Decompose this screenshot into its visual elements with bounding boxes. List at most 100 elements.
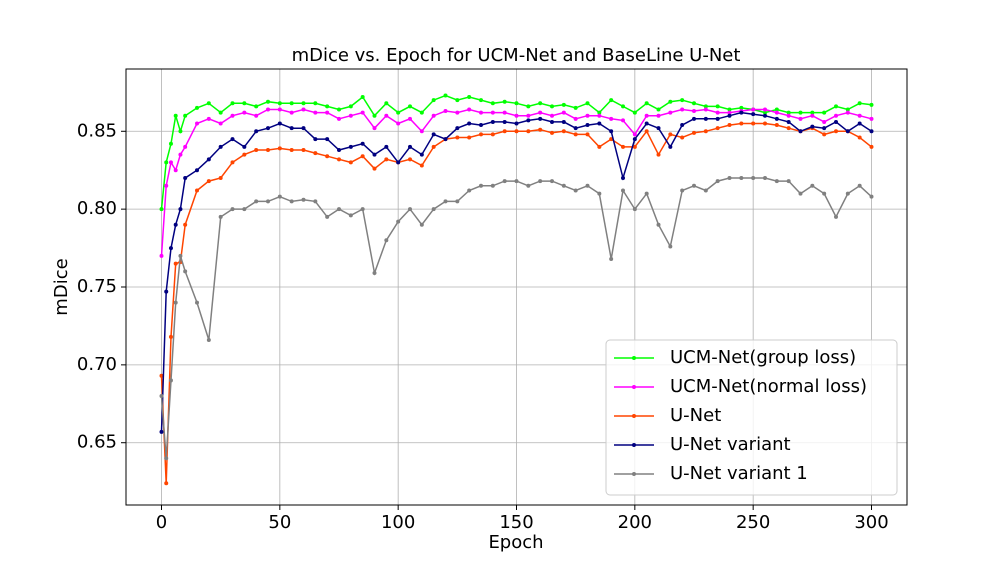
data-point bbox=[739, 105, 744, 110]
data-point bbox=[763, 110, 767, 115]
data-point bbox=[490, 132, 495, 137]
data-point bbox=[173, 168, 178, 173]
data-point bbox=[490, 101, 495, 106]
data-point bbox=[727, 107, 732, 112]
data-point bbox=[573, 105, 578, 110]
data-point bbox=[869, 194, 874, 199]
data-point bbox=[621, 188, 625, 193]
data-point bbox=[301, 197, 306, 202]
data-point bbox=[168, 334, 173, 339]
y-tick-label: 0.70 bbox=[77, 354, 117, 375]
data-point bbox=[668, 132, 673, 137]
data-point bbox=[644, 191, 649, 196]
data-point bbox=[455, 126, 460, 131]
data-point bbox=[325, 104, 330, 109]
data-point bbox=[585, 132, 590, 137]
data-point bbox=[337, 107, 341, 112]
data-point bbox=[467, 135, 472, 140]
x-tick-label: 250 bbox=[736, 512, 770, 533]
data-point bbox=[431, 132, 436, 137]
data-point bbox=[810, 124, 815, 129]
data-point bbox=[230, 160, 235, 165]
data-point bbox=[632, 144, 637, 149]
data-point bbox=[644, 129, 649, 134]
data-point bbox=[573, 126, 578, 131]
data-point bbox=[680, 98, 685, 103]
legend-label: U-Net bbox=[670, 405, 721, 426]
data-point bbox=[242, 144, 247, 149]
data-point bbox=[715, 116, 720, 121]
data-point bbox=[703, 104, 708, 109]
data-point bbox=[632, 137, 637, 142]
data-point bbox=[526, 118, 531, 123]
data-point bbox=[526, 104, 531, 109]
data-point bbox=[550, 104, 554, 109]
data-point bbox=[680, 135, 685, 140]
series-line bbox=[160, 94, 872, 210]
data-point bbox=[419, 222, 424, 227]
data-point bbox=[372, 126, 377, 131]
data-point bbox=[384, 144, 389, 149]
data-point bbox=[230, 137, 235, 142]
data-point bbox=[644, 121, 649, 126]
data-point bbox=[668, 110, 673, 115]
data-point bbox=[419, 129, 424, 134]
chart-title: mDice vs. Epoch for UCM-Net and BaseLine… bbox=[292, 45, 741, 66]
data-point bbox=[289, 110, 294, 115]
y-tick-label: 0.80 bbox=[77, 198, 117, 219]
data-point bbox=[680, 107, 685, 112]
data-point bbox=[810, 110, 815, 115]
data-point bbox=[834, 119, 838, 124]
data-point bbox=[164, 456, 169, 461]
data-point bbox=[396, 219, 401, 224]
data-point bbox=[183, 269, 188, 274]
data-point bbox=[810, 183, 815, 188]
data-point bbox=[242, 152, 247, 157]
data-point bbox=[325, 110, 330, 115]
data-point bbox=[289, 101, 294, 106]
data-point bbox=[692, 130, 696, 135]
data-point bbox=[561, 110, 566, 115]
data-point bbox=[218, 176, 223, 180]
data-point bbox=[443, 137, 448, 142]
data-point bbox=[164, 160, 169, 165]
data-point bbox=[609, 116, 614, 121]
data-point bbox=[680, 123, 685, 128]
data-point bbox=[703, 107, 708, 112]
data-point bbox=[668, 244, 673, 249]
data-point bbox=[869, 129, 874, 134]
data-point bbox=[277, 107, 282, 112]
data-point bbox=[372, 270, 377, 275]
data-point bbox=[384, 113, 389, 118]
data-point bbox=[621, 176, 625, 180]
x-tick-label: 0 bbox=[156, 512, 167, 533]
data-point bbox=[632, 132, 637, 137]
data-point bbox=[703, 188, 708, 193]
data-point bbox=[168, 378, 173, 383]
data-point bbox=[313, 101, 318, 106]
data-point bbox=[774, 110, 779, 115]
data-point bbox=[845, 191, 850, 196]
data-point bbox=[845, 110, 850, 115]
data-point bbox=[538, 110, 543, 115]
data-point bbox=[561, 119, 566, 124]
data-point bbox=[277, 121, 282, 126]
data-point bbox=[822, 110, 827, 115]
data-point bbox=[168, 141, 173, 146]
data-point bbox=[585, 113, 590, 118]
data-point bbox=[786, 110, 791, 115]
data-point bbox=[526, 113, 531, 118]
data-point bbox=[242, 207, 247, 212]
data-point bbox=[739, 176, 744, 180]
data-point bbox=[348, 113, 353, 118]
data-point bbox=[538, 179, 543, 184]
data-point bbox=[834, 113, 838, 118]
data-point bbox=[254, 104, 259, 109]
data-point bbox=[372, 152, 377, 157]
data-point bbox=[656, 222, 661, 227]
legend-box bbox=[605, 339, 898, 496]
data-point bbox=[479, 183, 483, 188]
data-point bbox=[680, 188, 685, 193]
series-line bbox=[160, 108, 872, 256]
data-point bbox=[348, 144, 353, 149]
